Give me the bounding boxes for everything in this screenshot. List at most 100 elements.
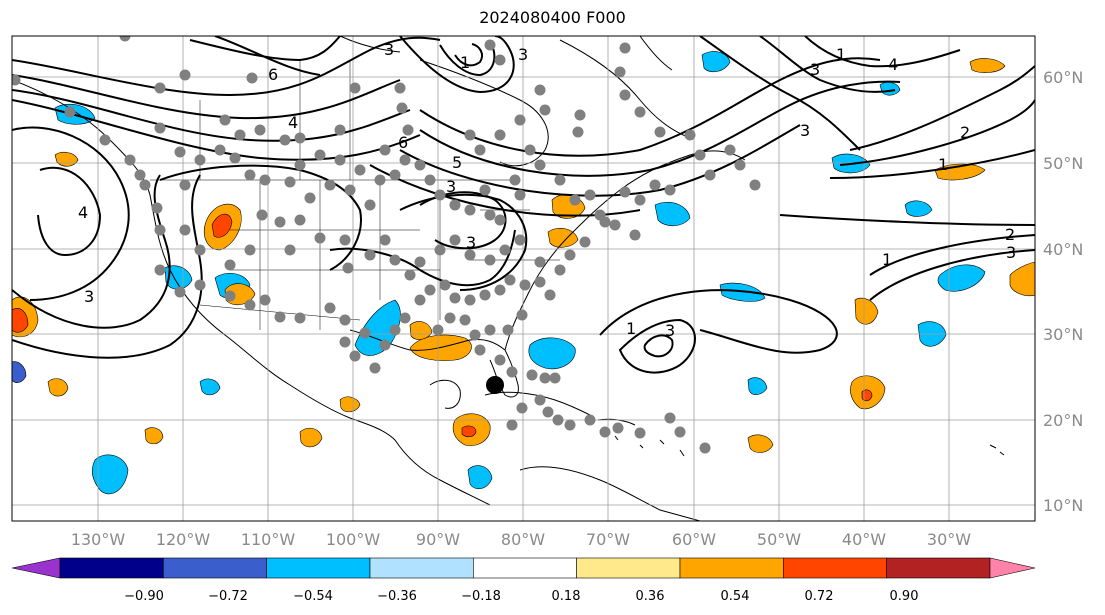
lat-label: 10°N [1043,496,1083,515]
station-dot [349,350,361,362]
colorbar [11,557,1036,579]
contour-atl-jet-b [839,99,1035,166]
station-dot [619,89,631,101]
station-dot [494,129,506,141]
contour-pac-ring-1 [12,126,130,301]
station-dot [399,312,411,324]
station-dot [539,104,551,116]
station-dot [256,209,268,221]
station-dot [519,279,531,291]
station-dot [474,344,486,356]
contour-label: 1 [626,319,636,338]
station-dot [179,179,191,191]
station-dot [324,302,336,314]
lon-label: 110°W [241,530,296,549]
shade-blue-cent-am [467,465,493,490]
station-dot [449,292,461,304]
station-dot [572,126,584,138]
station-dot [179,224,191,236]
station-dot [734,159,746,171]
station-dot [574,109,586,121]
station-dot [599,216,611,228]
contour-east-jet-1 [419,57,881,157]
shade-orange-pacific-s [144,427,164,445]
station-dot [434,244,446,256]
station-dot [619,186,631,198]
station-dot [654,126,666,138]
station-dot [449,199,461,211]
contour-label: 2 [960,123,970,142]
station-dot [259,174,271,186]
contour-label: 1 [882,250,892,269]
latitude-labels: 60°N 50°N 40°N 30°N 20°N 10°N [1043,68,1083,515]
station-dot [564,419,576,431]
station-dot [379,144,391,156]
colorbar-label: −0.90 [124,589,164,604]
station-dot [484,324,496,336]
station-dot [516,402,528,414]
shade-orange-mexico-p [339,396,361,413]
station-dot [494,284,506,296]
map-frame [11,35,1036,522]
contour-atl-upper-3 [804,36,961,68]
station-dot [219,114,231,126]
station-dot [414,159,426,171]
contour-east-jet-3 [399,124,801,197]
station-dot [339,314,351,326]
station-dot [514,189,526,201]
station-dot [506,419,518,431]
station-dot [499,244,511,256]
station-dot [424,284,436,296]
station-dot [434,189,446,201]
station-dot [579,236,591,248]
station-dot [414,256,426,268]
colorbar-label: −0.18 [461,589,501,604]
colorbar-segment [886,557,991,579]
contour-label: 3 [84,287,94,306]
station-dot [294,132,306,144]
station-dot [514,234,526,246]
station-dot [379,339,391,351]
shade-blue-west-edge2 [12,361,27,383]
anomaly-shading [12,51,1035,495]
station-dot [694,149,706,161]
station-dot [584,189,596,201]
map-title: 2024080400 F000 [479,8,626,27]
contour-label: 2 [1005,225,1015,244]
contour-label: 3 [518,45,528,64]
coast-south-america [519,466,701,521]
colorbar-labels: −0.90 −0.72 −0.54 −0.36 −0.18 0.18 0.36 … [124,589,918,604]
colorbar-segment [473,557,577,579]
coast-arctic [339,36,401,53]
station-dot [339,336,351,348]
station-dot [614,66,626,78]
station-dot [449,234,461,246]
station-dot [349,82,361,94]
lat-label: 40°N [1043,240,1083,259]
contour-high-ring-3 [454,43,483,67]
station-dot [359,327,371,339]
coast-cuba [484,391,591,416]
station-dot [664,184,676,196]
contour-label: 3 [466,233,476,252]
contour-atl-upper-1 [699,36,861,151]
station-dot [244,169,256,181]
contour-label: 4 [888,55,898,74]
station-dot [374,174,386,186]
lon-label: 100°W [326,530,381,549]
contour-label-group: 1 6 3 4 6 3 5 4 3 3 1 2 1 3 2 3 1 1 3 3 … [78,40,1016,340]
station-dot [342,262,354,274]
station-dot [484,254,496,266]
station-dot [389,254,401,266]
shade-blue-pacific-3 [199,378,221,396]
station-dot [12,74,21,86]
lon-label: 80°W [501,530,545,549]
station-dot [124,154,136,166]
coast-labrador [559,39,691,139]
station-dot [229,152,241,164]
station-dot [279,134,291,146]
station-dot [396,102,408,114]
station-dot [194,244,206,256]
contour-label: 4 [78,203,88,222]
station-dot [139,179,151,191]
